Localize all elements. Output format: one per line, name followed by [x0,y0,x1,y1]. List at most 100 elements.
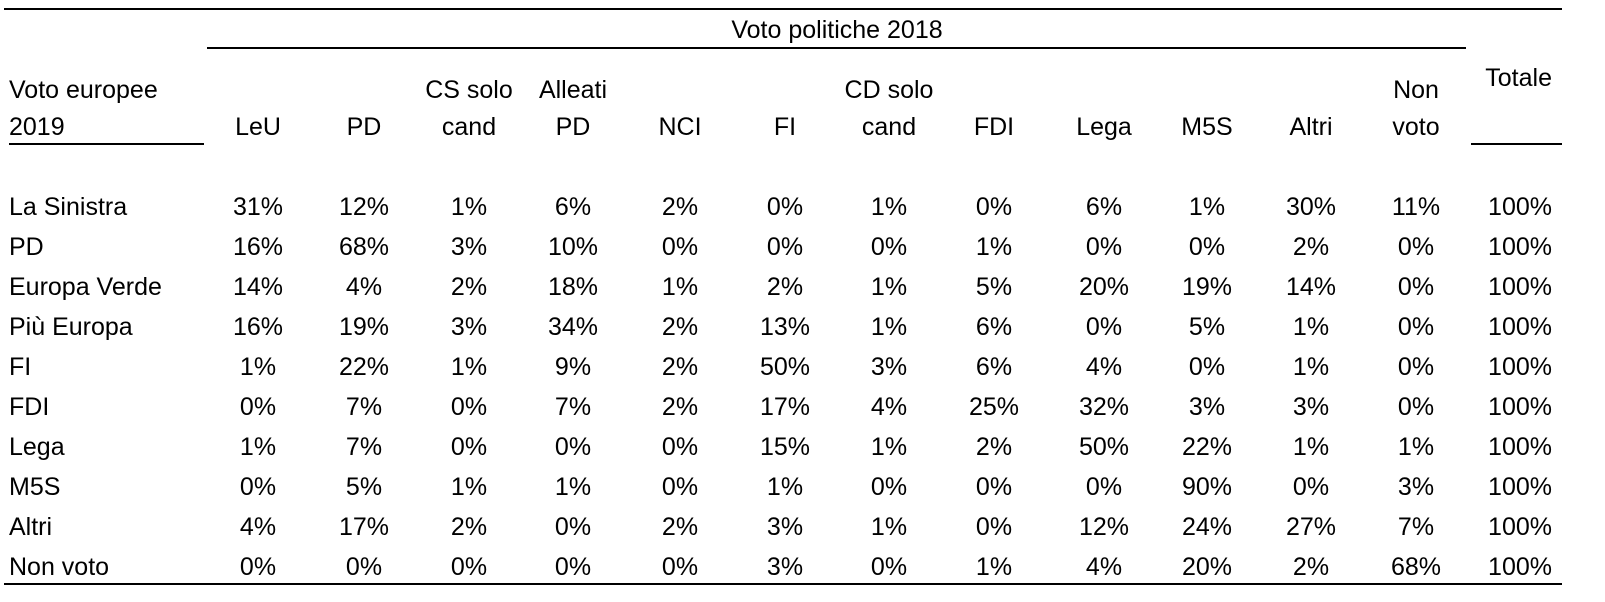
table-cell: 0% [1188,353,1226,381]
table-cell: 9% [554,353,592,381]
total-cell: 100% [1488,313,1552,341]
table-cell: 2% [766,273,804,301]
table-cell: 6% [1085,193,1123,221]
table-cell: 6% [975,353,1013,381]
table-cell: 12% [1078,513,1130,541]
table-cell: 4% [1085,553,1123,581]
row-label: Non voto [9,553,110,581]
total-cell: 100% [1488,353,1552,381]
top-rule [4,8,1562,10]
row-label: Europa Verde [9,273,162,301]
table-cell: 0% [1397,273,1435,301]
table-cell: 27% [1285,513,1337,541]
table-cell: 1% [1292,433,1330,461]
column-header: Altri [1289,113,1333,141]
column-header-line-1: Alleati [538,76,608,104]
column-header: NCI [658,113,702,141]
table-cell: 0% [1397,393,1435,421]
table-cell: 0% [766,193,804,221]
column-header: Lega [1076,113,1132,141]
table-cell: 0% [345,553,383,581]
total-cell: 100% [1488,193,1552,221]
table-cell: 34% [547,313,599,341]
table-cell: 18% [547,273,599,301]
row-label: FDI [9,393,50,421]
table-cell: 0% [1085,233,1123,261]
table-cell: 68% [338,233,390,261]
table-cell: 50% [1078,433,1130,461]
table-cell: 0% [870,553,908,581]
table-cell: 68% [1390,553,1442,581]
total-cell: 100% [1488,433,1552,461]
total-cell: 100% [1488,553,1552,581]
table-cell: 0% [975,513,1013,541]
table-cell: 5% [345,473,383,501]
table-cell: 22% [338,353,390,381]
table-cell: 0% [450,553,488,581]
table-cell: 17% [338,513,390,541]
table-cell: 0% [239,473,277,501]
table-cell: 1% [870,513,908,541]
table-cell: 20% [1078,273,1130,301]
table-cell: 0% [661,233,699,261]
table-cell: 2% [1292,233,1330,261]
column-header-line-1: CS solo [425,76,513,104]
table-cell: 22% [1181,433,1233,461]
table-cell: 2% [661,513,699,541]
table-cell: 4% [1085,353,1123,381]
table-cell: 14% [1285,273,1337,301]
table-cell: 19% [338,313,390,341]
table-cell: 2% [661,193,699,221]
table-cell: 16% [232,233,284,261]
table-cell: 1% [1292,353,1330,381]
table-cell: 50% [759,353,811,381]
table-cell: 3% [450,313,488,341]
table-cell: 6% [554,193,592,221]
column-header: PD [346,113,382,141]
row-label: PD [9,233,44,261]
row-header-line-2: 2019 [9,113,65,141]
table-cell: 32% [1078,393,1130,421]
table-cell: 1% [239,433,277,461]
table-cell: 1% [450,353,488,381]
table-cell: 1% [870,313,908,341]
table-cell: 17% [759,393,811,421]
table-cell: 0% [975,193,1013,221]
table-cell: 1% [554,473,592,501]
column-header-line-2: PD [555,113,591,141]
row-header-line-1: Voto europee [9,76,158,104]
table-cell: 5% [1188,313,1226,341]
table-cell: 1% [661,273,699,301]
table-cell: 31% [232,193,284,221]
table-cell: 0% [1085,313,1123,341]
table-cell: 0% [1292,473,1330,501]
table-cell: 5% [975,273,1013,301]
group-header: Voto politiche 2018 [731,16,943,44]
table-cell: 3% [450,233,488,261]
table-cell: 1% [766,473,804,501]
table-cell: 13% [759,313,811,341]
bottom-rule [4,583,1562,585]
group-header-rule [207,47,1466,49]
table-cell: 1% [975,553,1013,581]
table-cell: 1% [450,473,488,501]
total-header-rule [1471,143,1562,145]
table-cell: 2% [1292,553,1330,581]
table-cell: 11% [1391,193,1441,221]
table-cell: 3% [870,353,908,381]
table-cell: 1% [870,193,908,221]
table-cell: 3% [1292,393,1330,421]
table-cell: 0% [1188,233,1226,261]
table-cell: 0% [450,393,488,421]
column-header-line-1: Non [1393,76,1439,104]
column-header-line-1: CD solo [844,76,934,104]
table-cell: 0% [870,473,908,501]
table-cell: 0% [1397,313,1435,341]
table-cell: 0% [1397,353,1435,381]
table-cell: 3% [766,553,804,581]
table-cell: 19% [1181,273,1233,301]
table-cell: 3% [1188,393,1226,421]
column-header-line-2: voto [1392,113,1440,141]
table-cell: 10% [547,233,599,261]
table-cell: 2% [661,313,699,341]
